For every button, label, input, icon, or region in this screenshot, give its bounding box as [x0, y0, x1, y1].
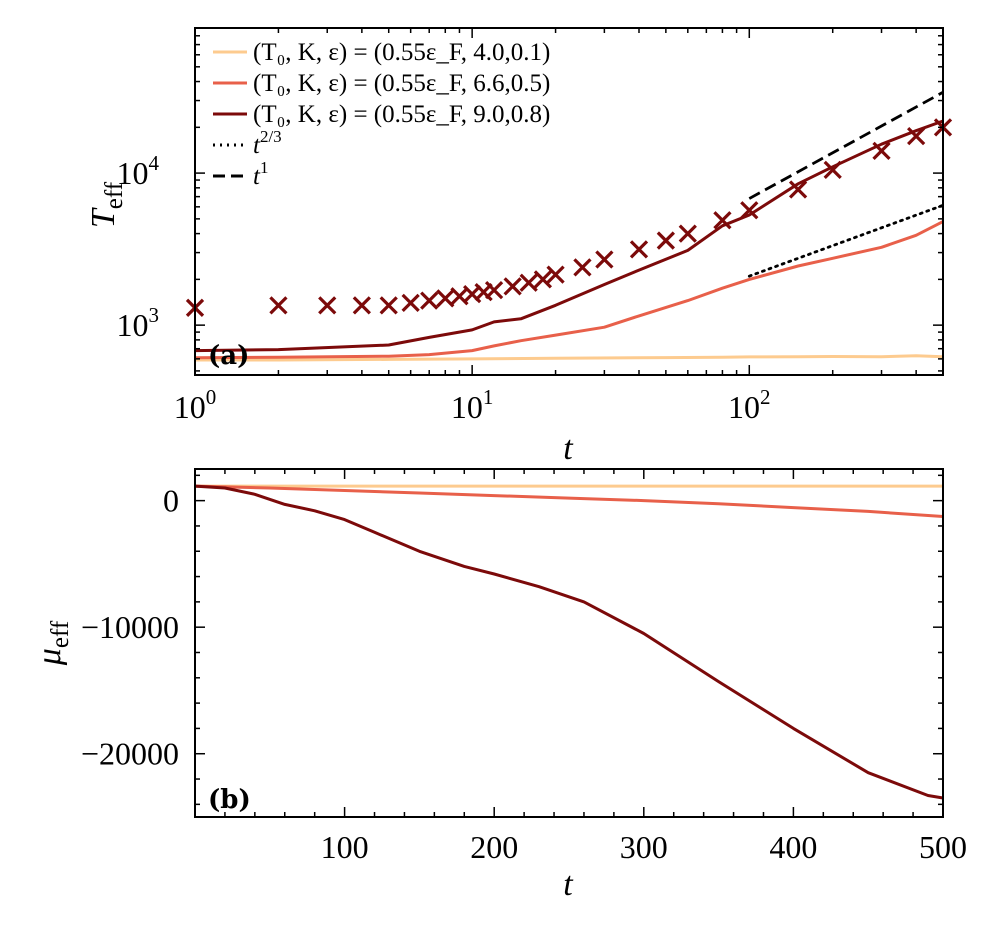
x-tick-label: 100: [174, 385, 217, 425]
x-marker: [573, 258, 592, 277]
x-tick-label: 300: [620, 829, 668, 865]
legend-entry-label: (T₀, K, ε) = (0.55ε_F, 6.6,0.5): [253, 70, 550, 97]
panel-b-ylabel: μeff: [31, 620, 74, 666]
panel-b-ylabel-sub: eff: [47, 620, 74, 648]
x-marker: [484, 280, 504, 300]
y-tick-label: −20000: [81, 736, 179, 772]
y-tick-label: 104: [117, 151, 160, 191]
panel-a-plot-area: [185, 91, 953, 362]
x-tick-label: 200: [470, 829, 518, 865]
x-marker: [546, 265, 565, 284]
panel-a-ylabel: Teff: [85, 181, 128, 228]
reference-line-dashed: [748, 91, 944, 200]
x-tick-label: 500: [919, 829, 967, 865]
legend-entry-label: t1: [253, 158, 268, 190]
x-marker: [352, 296, 371, 315]
reference-line-dotted: [747, 203, 945, 278]
x-marker: [595, 250, 614, 269]
panel-b-frame: [194, 468, 944, 818]
panel-b-ylabel-main: μ: [31, 648, 68, 666]
x-marker: [401, 293, 420, 313]
series-line-k-9-0: [194, 484, 944, 800]
x-marker: [269, 296, 288, 315]
legend-entry-label: (T₀, K, ε) = (0.55ε_F, 9.0,0.8): [253, 101, 550, 128]
x-marker: [788, 180, 808, 199]
x-marker: [436, 289, 455, 308]
x-marker: [872, 141, 891, 161]
legend-entry-label: (T₀, K, ε) = (0.55ε_F, 4.0,0.1): [253, 39, 550, 66]
y-tick-label: −10000: [81, 609, 179, 645]
x-marker: [503, 277, 522, 296]
x-marker: [907, 127, 926, 146]
x-tick-label: 102: [728, 385, 771, 425]
x-marker: [823, 160, 842, 180]
panel-a-ylabel-sub: eff: [101, 181, 128, 209]
x-marker: [629, 240, 649, 259]
x-marker: [678, 224, 697, 243]
series-line-k-4-0: [195, 354, 944, 362]
y-tick-label: 0: [163, 483, 179, 519]
legend-entry-label: t2/3: [253, 127, 282, 159]
x-tick-label: 101: [451, 385, 494, 425]
panel-a-label: (a): [208, 341, 249, 371]
panel-b: 100 200 300 400 500 0 −10000 −20000 (b) t μeff: [31, 468, 967, 903]
series-line-k-9-0: [194, 119, 944, 353]
x-marker: [740, 201, 759, 220]
y-tick-label: 103: [117, 303, 160, 343]
legend: (T₀, K, ε) = (0.55ε_F, 4.0,0.1) (T₀, K, ε…: [213, 39, 550, 190]
x-tick-label: 100: [321, 829, 369, 865]
panel-a-xlabel: t: [563, 430, 574, 467]
panel-b-xlabel: t: [563, 866, 574, 903]
panel-b-plot-area: [194, 484, 944, 800]
x-tick-label: 400: [769, 829, 817, 865]
panel-b-ticks: 100 200 300 400 500 0 −10000 −20000: [81, 469, 967, 865]
x-marker: [519, 273, 538, 292]
x-marker: [533, 270, 553, 289]
panel-b-label: (b): [208, 785, 251, 815]
x-marker: [713, 211, 732, 230]
x-marker: [420, 291, 439, 310]
x-marker: [656, 231, 675, 250]
series-line-k-6-6: [194, 484, 944, 518]
x-marker: [379, 296, 398, 315]
panel-a-ticks: 100 101 102 103 104: [117, 27, 944, 425]
series-line-k-6-6: [194, 220, 944, 360]
panel-a-frame: [194, 27, 944, 376]
panel-a: 100 101 102 103 104 (a) t Teff (T₀, K, ε) = …: [85, 27, 953, 467]
panel-a-ylabel-main: T: [85, 207, 122, 228]
x-marker: [318, 296, 337, 315]
